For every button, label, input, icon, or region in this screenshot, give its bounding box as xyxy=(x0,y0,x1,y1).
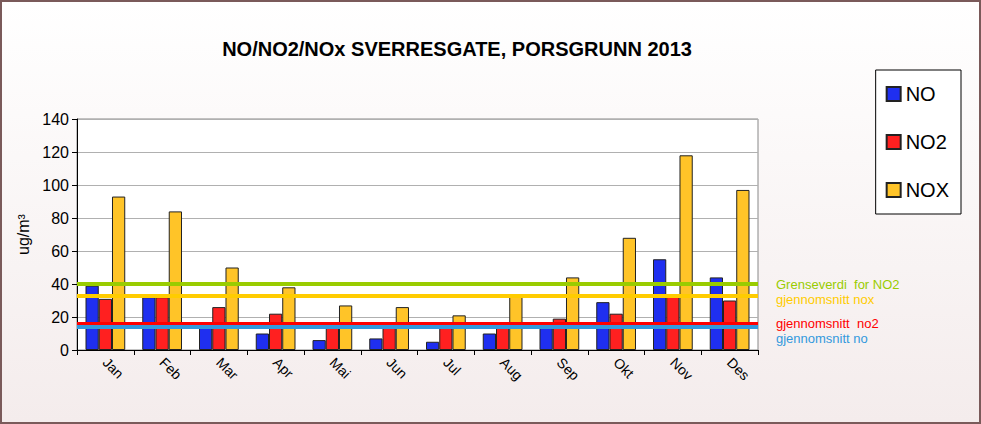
svg-text:ug/m³: ug/m³ xyxy=(15,213,32,255)
svg-text:Grenseverdi for NO2: Grenseverdi for NO2 xyxy=(776,277,900,292)
svg-text:Jan: Jan xyxy=(100,354,127,381)
svg-text:20: 20 xyxy=(51,309,69,326)
svg-text:gjennomsnitt no: gjennomsnitt no xyxy=(776,331,868,346)
svg-text:60: 60 xyxy=(51,243,69,260)
svg-text:NO: NO xyxy=(906,83,936,105)
svg-text:120: 120 xyxy=(42,144,69,161)
svg-text:Jun: Jun xyxy=(383,354,410,381)
svg-text:gjennomsnitt no2: gjennomsnitt no2 xyxy=(776,316,879,331)
svg-text:Mai: Mai xyxy=(327,354,354,381)
svg-text:Aug: Aug xyxy=(497,354,526,383)
svg-text:40: 40 xyxy=(51,276,69,293)
svg-text:140: 140 xyxy=(42,111,69,128)
svg-text:Des: Des xyxy=(724,354,753,383)
svg-text:Sep: Sep xyxy=(554,354,583,383)
svg-text:NOX: NOX xyxy=(906,179,949,201)
svg-text:Nov: Nov xyxy=(667,354,696,383)
svg-text:Feb: Feb xyxy=(156,354,185,383)
svg-text:Jul: Jul xyxy=(440,354,464,378)
svg-text:gjennomsnitt nox: gjennomsnitt nox xyxy=(776,292,875,307)
svg-text:Okt: Okt xyxy=(610,354,637,381)
svg-text:100: 100 xyxy=(42,177,69,194)
svg-text:Mar: Mar xyxy=(213,354,242,383)
svg-text:NO2: NO2 xyxy=(906,131,947,153)
svg-text:80: 80 xyxy=(51,210,69,227)
svg-text:0: 0 xyxy=(60,342,69,359)
svg-text:Apr: Apr xyxy=(270,354,297,381)
svg-text:NO/NO2/NOx SVERRESGATE, PORSGR: NO/NO2/NOx SVERRESGATE, PORSGRUNN 2013 xyxy=(222,38,692,60)
